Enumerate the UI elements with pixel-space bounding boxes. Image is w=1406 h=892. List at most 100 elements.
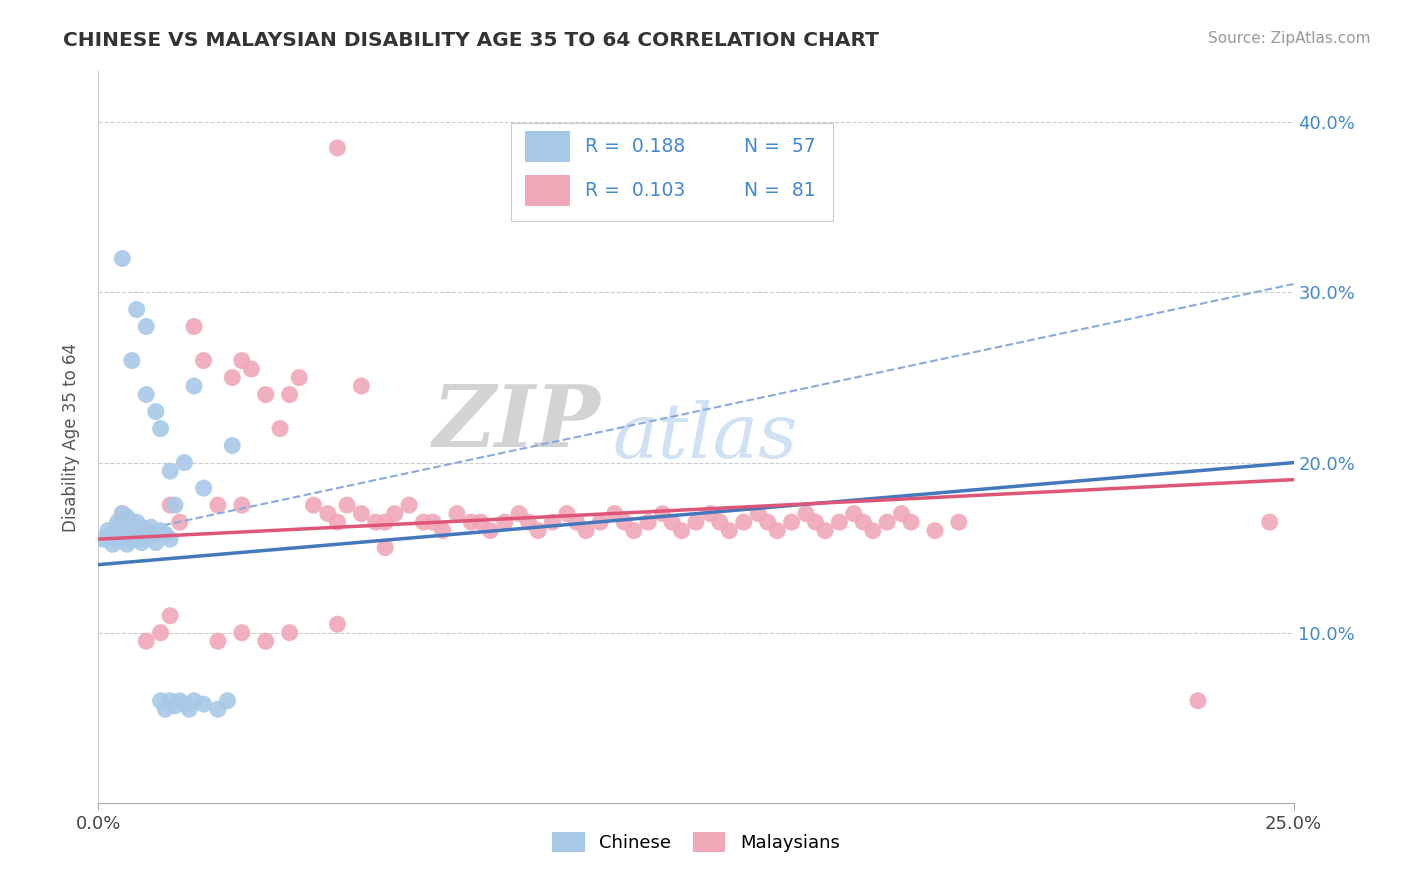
Point: [135, 319, 157, 334]
Point: [107, 532, 129, 546]
Point: [179, 702, 201, 716]
Point: [350, 507, 373, 521]
Point: [326, 515, 349, 529]
Point: [398, 498, 420, 512]
Point: [135, 524, 157, 538]
Point: [111, 507, 134, 521]
Point: [384, 507, 406, 521]
Point: [374, 541, 396, 555]
Point: [173, 697, 195, 711]
Point: [254, 634, 277, 648]
Point: [111, 524, 134, 538]
Point: [125, 515, 148, 529]
Point: [149, 421, 172, 435]
Point: [159, 608, 181, 623]
Point: [852, 515, 875, 529]
Text: R =  0.103: R = 0.103: [585, 181, 685, 200]
Point: [326, 617, 349, 632]
Point: [207, 634, 229, 648]
Point: [302, 498, 325, 512]
Point: [460, 515, 482, 529]
Point: [183, 319, 205, 334]
Point: [121, 532, 143, 546]
Point: [756, 515, 779, 529]
Point: [193, 353, 215, 368]
Point: [637, 515, 659, 529]
Point: [780, 515, 803, 529]
Text: R =  0.188: R = 0.188: [585, 137, 685, 156]
Text: CHINESE VS MALAYSIAN DISABILITY AGE 35 TO 64 CORRELATION CHART: CHINESE VS MALAYSIAN DISABILITY AGE 35 T…: [63, 31, 879, 50]
Point: [145, 535, 167, 549]
Point: [121, 524, 143, 538]
Point: [374, 515, 396, 529]
Point: [125, 532, 148, 546]
Text: N =  81: N = 81: [744, 181, 815, 200]
Point: [575, 524, 598, 538]
Point: [193, 697, 215, 711]
Point: [217, 694, 239, 708]
Point: [541, 515, 564, 529]
Point: [661, 515, 683, 529]
Y-axis label: Disability Age 35 to 64: Disability Age 35 to 64: [62, 343, 80, 532]
Point: [155, 527, 177, 541]
Point: [336, 498, 359, 512]
Point: [814, 524, 837, 538]
Point: [862, 524, 884, 538]
Point: [221, 370, 243, 384]
Point: [135, 387, 157, 401]
Point: [494, 515, 516, 529]
Point: [121, 353, 143, 368]
Point: [131, 535, 153, 549]
Point: [517, 515, 540, 529]
Point: [842, 507, 865, 521]
Point: [135, 532, 157, 546]
Point: [733, 515, 755, 529]
Point: [131, 520, 153, 534]
Point: [671, 524, 693, 538]
Point: [111, 507, 134, 521]
Point: [173, 456, 195, 470]
Point: [240, 362, 263, 376]
Point: [221, 439, 243, 453]
Point: [169, 694, 191, 708]
FancyBboxPatch shape: [510, 122, 834, 221]
Point: [470, 515, 492, 529]
Point: [565, 515, 588, 529]
Point: [135, 634, 157, 648]
Point: [508, 507, 530, 521]
Point: [207, 498, 229, 512]
Point: [139, 529, 162, 543]
Point: [155, 702, 177, 716]
Point: [111, 252, 134, 266]
Point: [269, 421, 291, 435]
Point: [446, 507, 468, 521]
Point: [231, 498, 253, 512]
Point: [149, 625, 172, 640]
Point: [231, 353, 253, 368]
Point: [948, 515, 970, 529]
Point: [555, 507, 578, 521]
Point: [924, 524, 946, 538]
Point: [1258, 515, 1281, 529]
Point: [149, 694, 172, 708]
Point: [709, 515, 731, 529]
Point: [890, 507, 912, 521]
Point: [527, 524, 550, 538]
Point: [135, 524, 157, 538]
Point: [316, 507, 339, 521]
Point: [183, 379, 205, 393]
Point: [828, 515, 851, 529]
Point: [288, 370, 311, 384]
Point: [603, 507, 626, 521]
Point: [115, 510, 138, 524]
Point: [145, 527, 167, 541]
Point: [169, 515, 191, 529]
FancyBboxPatch shape: [524, 131, 571, 162]
Point: [163, 698, 186, 713]
Point: [278, 625, 301, 640]
Point: [422, 515, 444, 529]
Point: [876, 515, 898, 529]
Legend: Chinese, Malaysians: Chinese, Malaysians: [546, 824, 846, 860]
Point: [107, 524, 129, 538]
Point: [145, 404, 167, 418]
